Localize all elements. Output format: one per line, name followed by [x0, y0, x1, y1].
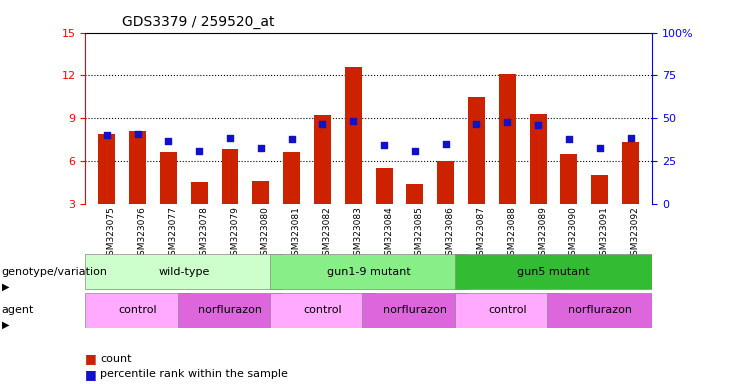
Point [316, 121, 328, 127]
Text: GSM323076: GSM323076 [138, 206, 147, 261]
Bar [362, 293, 468, 328]
Bar [548, 293, 652, 328]
Point [532, 122, 544, 128]
Bar [85, 293, 190, 328]
Bar [530, 114, 547, 204]
Text: gun5 mutant: gun5 mutant [517, 266, 590, 277]
Bar [499, 74, 516, 204]
Text: GSM323080: GSM323080 [261, 206, 270, 261]
Text: ■: ■ [85, 353, 97, 366]
Text: GSM323083: GSM323083 [353, 206, 362, 261]
Point [439, 141, 451, 147]
Text: GSM323087: GSM323087 [476, 206, 485, 261]
Point [471, 121, 482, 127]
Text: ■: ■ [85, 368, 97, 381]
Point [563, 136, 575, 142]
Bar [345, 67, 362, 204]
Text: GSM323084: GSM323084 [384, 206, 393, 261]
Text: genotype/variation: genotype/variation [1, 266, 107, 277]
Text: norflurazon: norflurazon [383, 305, 447, 315]
Text: GSM323078: GSM323078 [199, 206, 208, 261]
Bar [222, 149, 239, 204]
Bar [85, 254, 282, 289]
Bar [560, 154, 577, 204]
Point [378, 142, 390, 148]
Bar [376, 168, 393, 204]
Point [132, 131, 144, 137]
Text: gun1-9 mutant: gun1-9 mutant [327, 266, 411, 277]
Text: ▶: ▶ [1, 319, 9, 330]
Bar [437, 161, 454, 204]
Bar [468, 97, 485, 204]
Text: GSM323075: GSM323075 [107, 206, 116, 261]
Text: agent: agent [1, 305, 34, 315]
Text: norflurazon: norflurazon [568, 305, 632, 315]
Bar [178, 293, 282, 328]
Text: ▶: ▶ [1, 281, 9, 291]
Text: GSM323086: GSM323086 [445, 206, 455, 261]
Bar [99, 134, 116, 204]
Point [625, 135, 637, 141]
Point [255, 145, 267, 151]
Bar [591, 175, 608, 204]
Text: GSM323079: GSM323079 [230, 206, 239, 261]
Bar [160, 152, 177, 204]
Point [101, 132, 113, 138]
Bar [622, 142, 639, 204]
Text: GSM323081: GSM323081 [292, 206, 301, 261]
Bar [253, 181, 269, 204]
Text: GSM323090: GSM323090 [569, 206, 578, 261]
Text: control: control [303, 305, 342, 315]
Bar [314, 115, 331, 204]
Point [348, 118, 359, 124]
Text: GSM323082: GSM323082 [322, 206, 331, 261]
Text: wild-type: wild-type [158, 266, 210, 277]
Text: percentile rank within the sample: percentile rank within the sample [100, 369, 288, 379]
Bar [270, 254, 468, 289]
Bar [283, 152, 300, 204]
Text: GSM323077: GSM323077 [168, 206, 177, 261]
Bar [455, 293, 559, 328]
Text: GSM323085: GSM323085 [415, 206, 424, 261]
Text: GSM323092: GSM323092 [631, 206, 639, 261]
Point [409, 148, 421, 154]
Point [162, 138, 174, 144]
Point [224, 135, 236, 141]
Point [193, 148, 205, 154]
Point [594, 145, 605, 151]
Text: control: control [119, 305, 157, 315]
Text: GSM323089: GSM323089 [538, 206, 547, 261]
Bar [406, 184, 423, 204]
Text: GSM323088: GSM323088 [508, 206, 516, 261]
Bar [455, 254, 652, 289]
Point [502, 119, 514, 126]
Text: GDS3379 / 259520_at: GDS3379 / 259520_at [122, 15, 275, 29]
Text: norflurazon: norflurazon [198, 305, 262, 315]
Bar [129, 131, 146, 204]
Point [286, 136, 298, 142]
Text: count: count [100, 354, 132, 364]
Bar [270, 293, 375, 328]
Text: GSM323091: GSM323091 [599, 206, 608, 261]
Text: control: control [488, 305, 527, 315]
Bar [190, 182, 207, 204]
